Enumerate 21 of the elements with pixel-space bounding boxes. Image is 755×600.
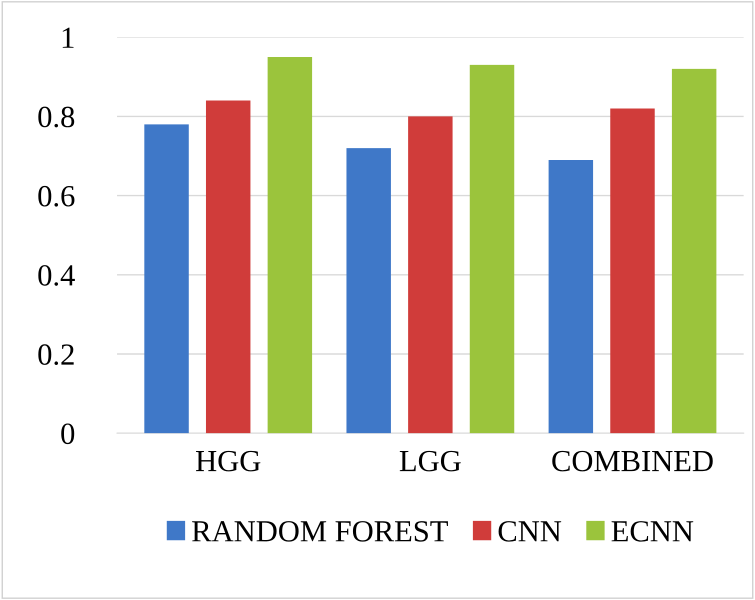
bar <box>610 108 655 434</box>
x-tick-label: HGG <box>196 450 260 472</box>
x-tick-label: LGG <box>400 450 461 472</box>
y-tick-label: 0.4 <box>38 265 75 286</box>
y-tick-label: 0.8 <box>38 106 74 128</box>
y-tick-label: 0 <box>61 423 74 444</box>
bar <box>672 68 716 434</box>
bar <box>144 124 189 434</box>
legend-label: CNN <box>498 521 562 542</box>
y-tick-label: 0.6 <box>38 186 74 207</box>
legend-label: RANDOM FOREST <box>192 521 448 542</box>
bar <box>408 116 453 434</box>
bar <box>206 100 250 434</box>
bar <box>268 57 312 434</box>
bar <box>548 160 594 434</box>
bar <box>470 64 514 434</box>
bar <box>346 148 391 434</box>
y-tick-label: 0.2 <box>38 344 74 366</box>
legend-label: ECNN <box>612 521 694 542</box>
x-tick-label: COMBINED <box>552 450 713 472</box>
y-tick-label: 1 <box>62 28 74 48</box>
